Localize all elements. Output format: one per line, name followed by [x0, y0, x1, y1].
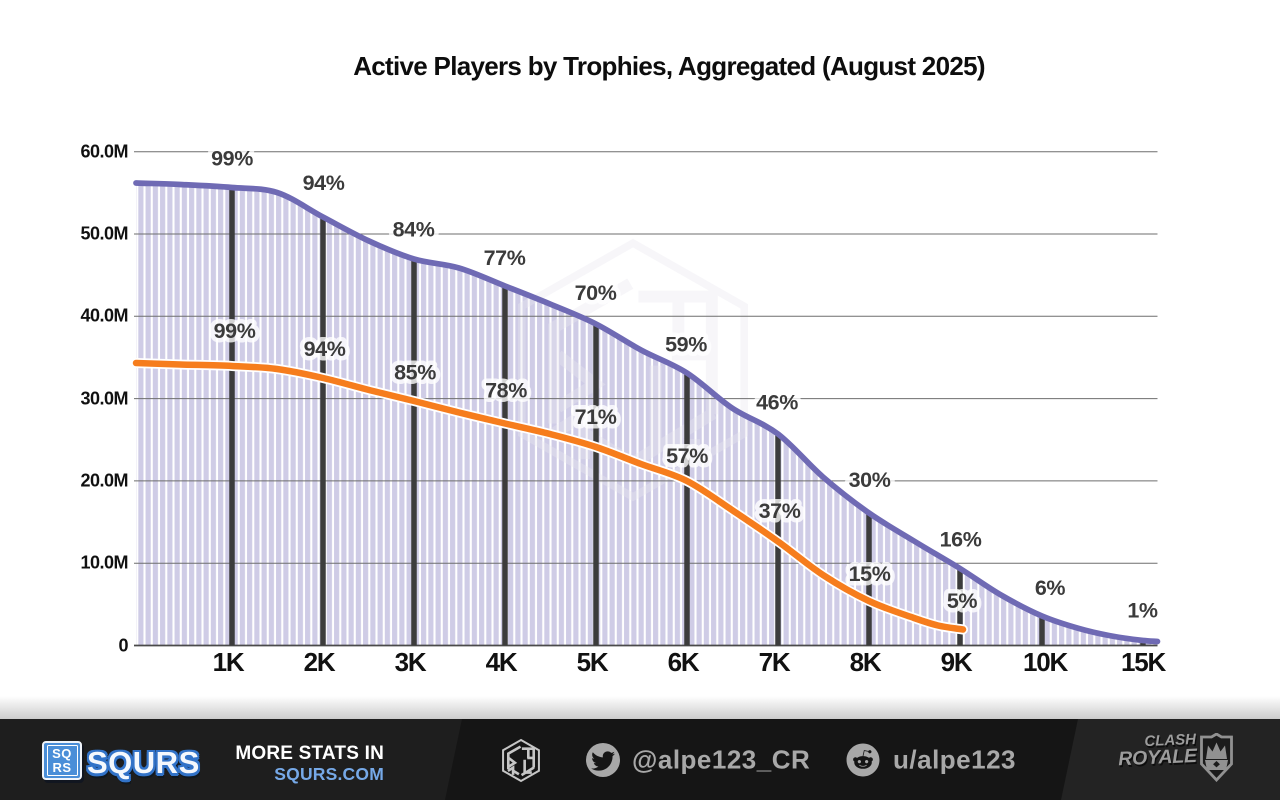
svg-text:57%: 57% [666, 444, 708, 468]
svg-text:6%: 6% [1035, 576, 1066, 600]
svg-text:71%: 71% [575, 405, 617, 429]
svg-text:1%: 1% [1127, 599, 1158, 623]
svg-text:78%: 78% [485, 379, 527, 403]
svg-text:85%: 85% [394, 361, 436, 385]
svg-text:99%: 99% [211, 147, 253, 171]
svg-text:15%: 15% [849, 562, 891, 586]
svg-text:84%: 84% [393, 218, 435, 242]
svg-text:59%: 59% [665, 333, 707, 357]
svg-text:94%: 94% [304, 337, 346, 361]
svg-text:99%: 99% [214, 319, 256, 343]
svg-text:37%: 37% [759, 499, 801, 523]
svg-text:30%: 30% [849, 468, 891, 492]
svg-text:70%: 70% [575, 281, 617, 305]
svg-text:5%: 5% [947, 589, 978, 613]
svg-text:94%: 94% [303, 171, 345, 195]
svg-text:46%: 46% [756, 391, 798, 415]
svg-text:77%: 77% [484, 246, 526, 270]
svg-text:16%: 16% [940, 528, 982, 552]
